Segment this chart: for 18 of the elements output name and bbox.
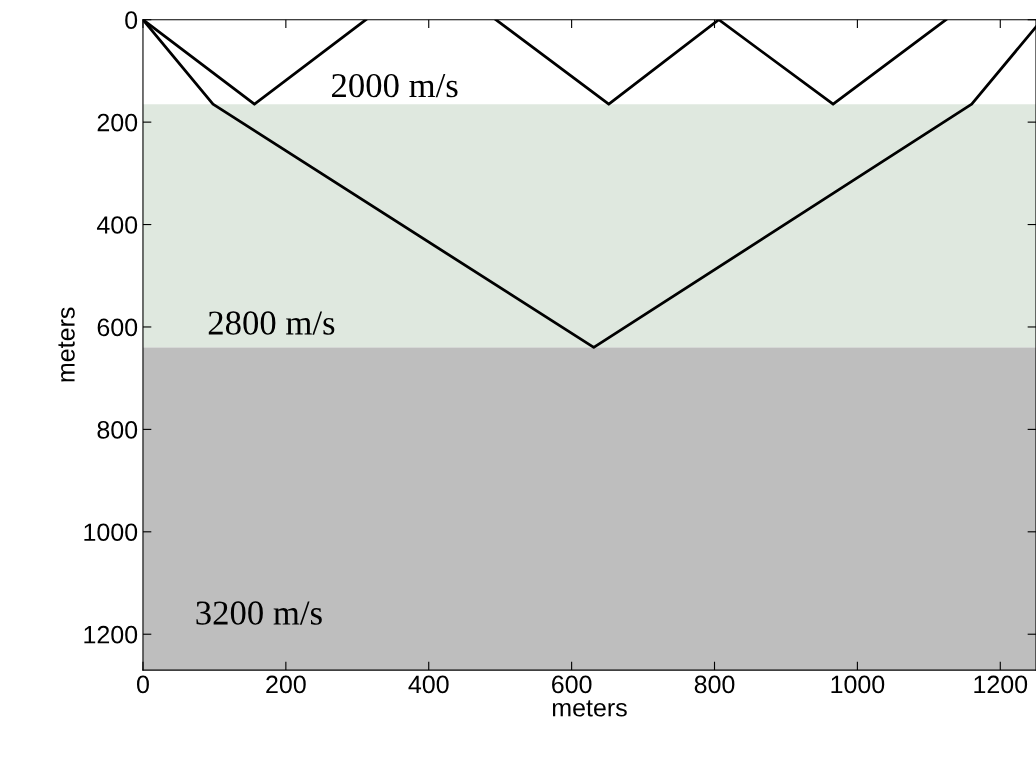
annotation: 2000 m/s [332, 73, 458, 98]
annotation: 3200 m/s [196, 601, 322, 625]
y-tick-label: 800 [97, 420, 138, 439]
x-tick-label: 1000 [831, 675, 885, 694]
x-tick-label: 1200 [974, 675, 1028, 694]
y-tick-label: 1200 [84, 625, 138, 644]
annotation: 2800 m/s [208, 311, 335, 335]
x-tick-label: 800 [694, 675, 735, 694]
x-tick-label: 200 [266, 675, 306, 694]
y-tick-label: 0 [125, 11, 138, 30]
x-tick-label: 400 [408, 675, 449, 694]
y-axis-title: meters [58, 307, 75, 382]
y-tick-label: 200 [97, 113, 138, 132]
x-tick-label: 600 [552, 675, 592, 694]
y-tick-label: 400 [96, 216, 138, 234]
y-tick-label: 1000 [84, 523, 138, 542]
x-axis-title: meters [552, 700, 627, 717]
y-tick-label: 600 [97, 318, 138, 337]
